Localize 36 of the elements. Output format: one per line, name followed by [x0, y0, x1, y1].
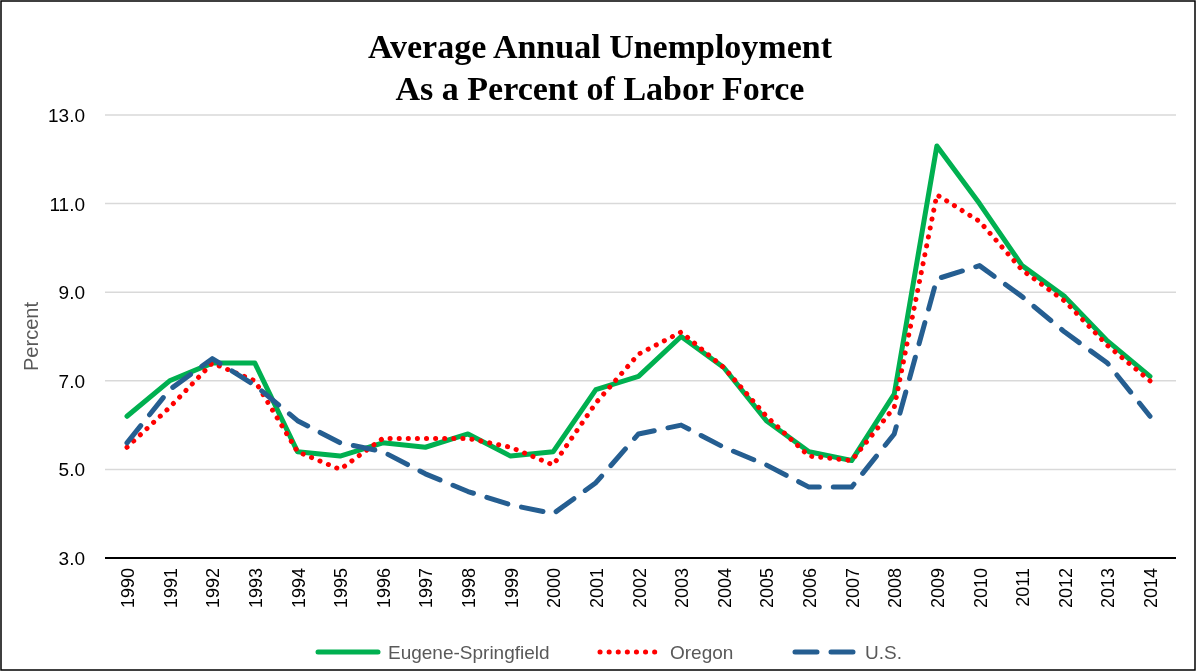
- y-tick-label: 5.0: [58, 459, 85, 481]
- x-tick-label: 1999: [501, 568, 522, 609]
- x-tick-label: 1990: [118, 568, 138, 609]
- x-tick-label: 1991: [160, 568, 181, 609]
- x-tick-label: 2009: [927, 568, 948, 609]
- x-tick-label: 1998: [459, 568, 479, 609]
- x-tick-label: 1993: [245, 568, 266, 609]
- x-tick-label: 2007: [842, 568, 863, 609]
- x-tick-label: 2008: [885, 568, 906, 609]
- x-tick-label: 1996: [373, 568, 394, 609]
- chart-title: Average Annual Unemployment As a Percent of Labor Force: [367, 28, 833, 107]
- x-tick-label: 1992: [203, 568, 224, 609]
- x-tick-label: 2012: [1055, 568, 1076, 609]
- legend-label: Oregon: [670, 642, 734, 663]
- x-tick-label: 2011: [1013, 568, 1034, 607]
- y-tick-label: 13.0: [48, 105, 85, 126]
- y-axis-title: Percent: [20, 301, 42, 371]
- x-tick-label: 2005: [757, 568, 778, 609]
- x-tick-label: 2010: [970, 568, 991, 609]
- x-tick-label: 1997: [416, 568, 437, 609]
- x-tick-label: 1995: [331, 568, 352, 609]
- y-tick-label: 9.0: [58, 282, 85, 304]
- x-tick-label: 2000: [544, 568, 565, 609]
- x-tick-label: 2014: [1141, 568, 1161, 609]
- x-tick-label: 2004: [714, 568, 735, 609]
- y-tick-label: 3.0: [58, 548, 85, 569]
- x-tick-label: 1994: [288, 568, 309, 609]
- x-tick-label: 2002: [629, 568, 650, 609]
- legend-label: U.S.: [865, 642, 902, 663]
- y-tick-label: 11.0: [49, 193, 85, 215]
- x-tick-label: 2006: [800, 568, 820, 609]
- legend-label: Eugene-Springfield: [388, 642, 550, 663]
- x-tick-label: 2013: [1098, 568, 1119, 609]
- y-tick-label: 7.0: [58, 370, 85, 392]
- x-tick-label: 2001: [586, 568, 607, 609]
- x-tick-label: 2003: [672, 568, 693, 609]
